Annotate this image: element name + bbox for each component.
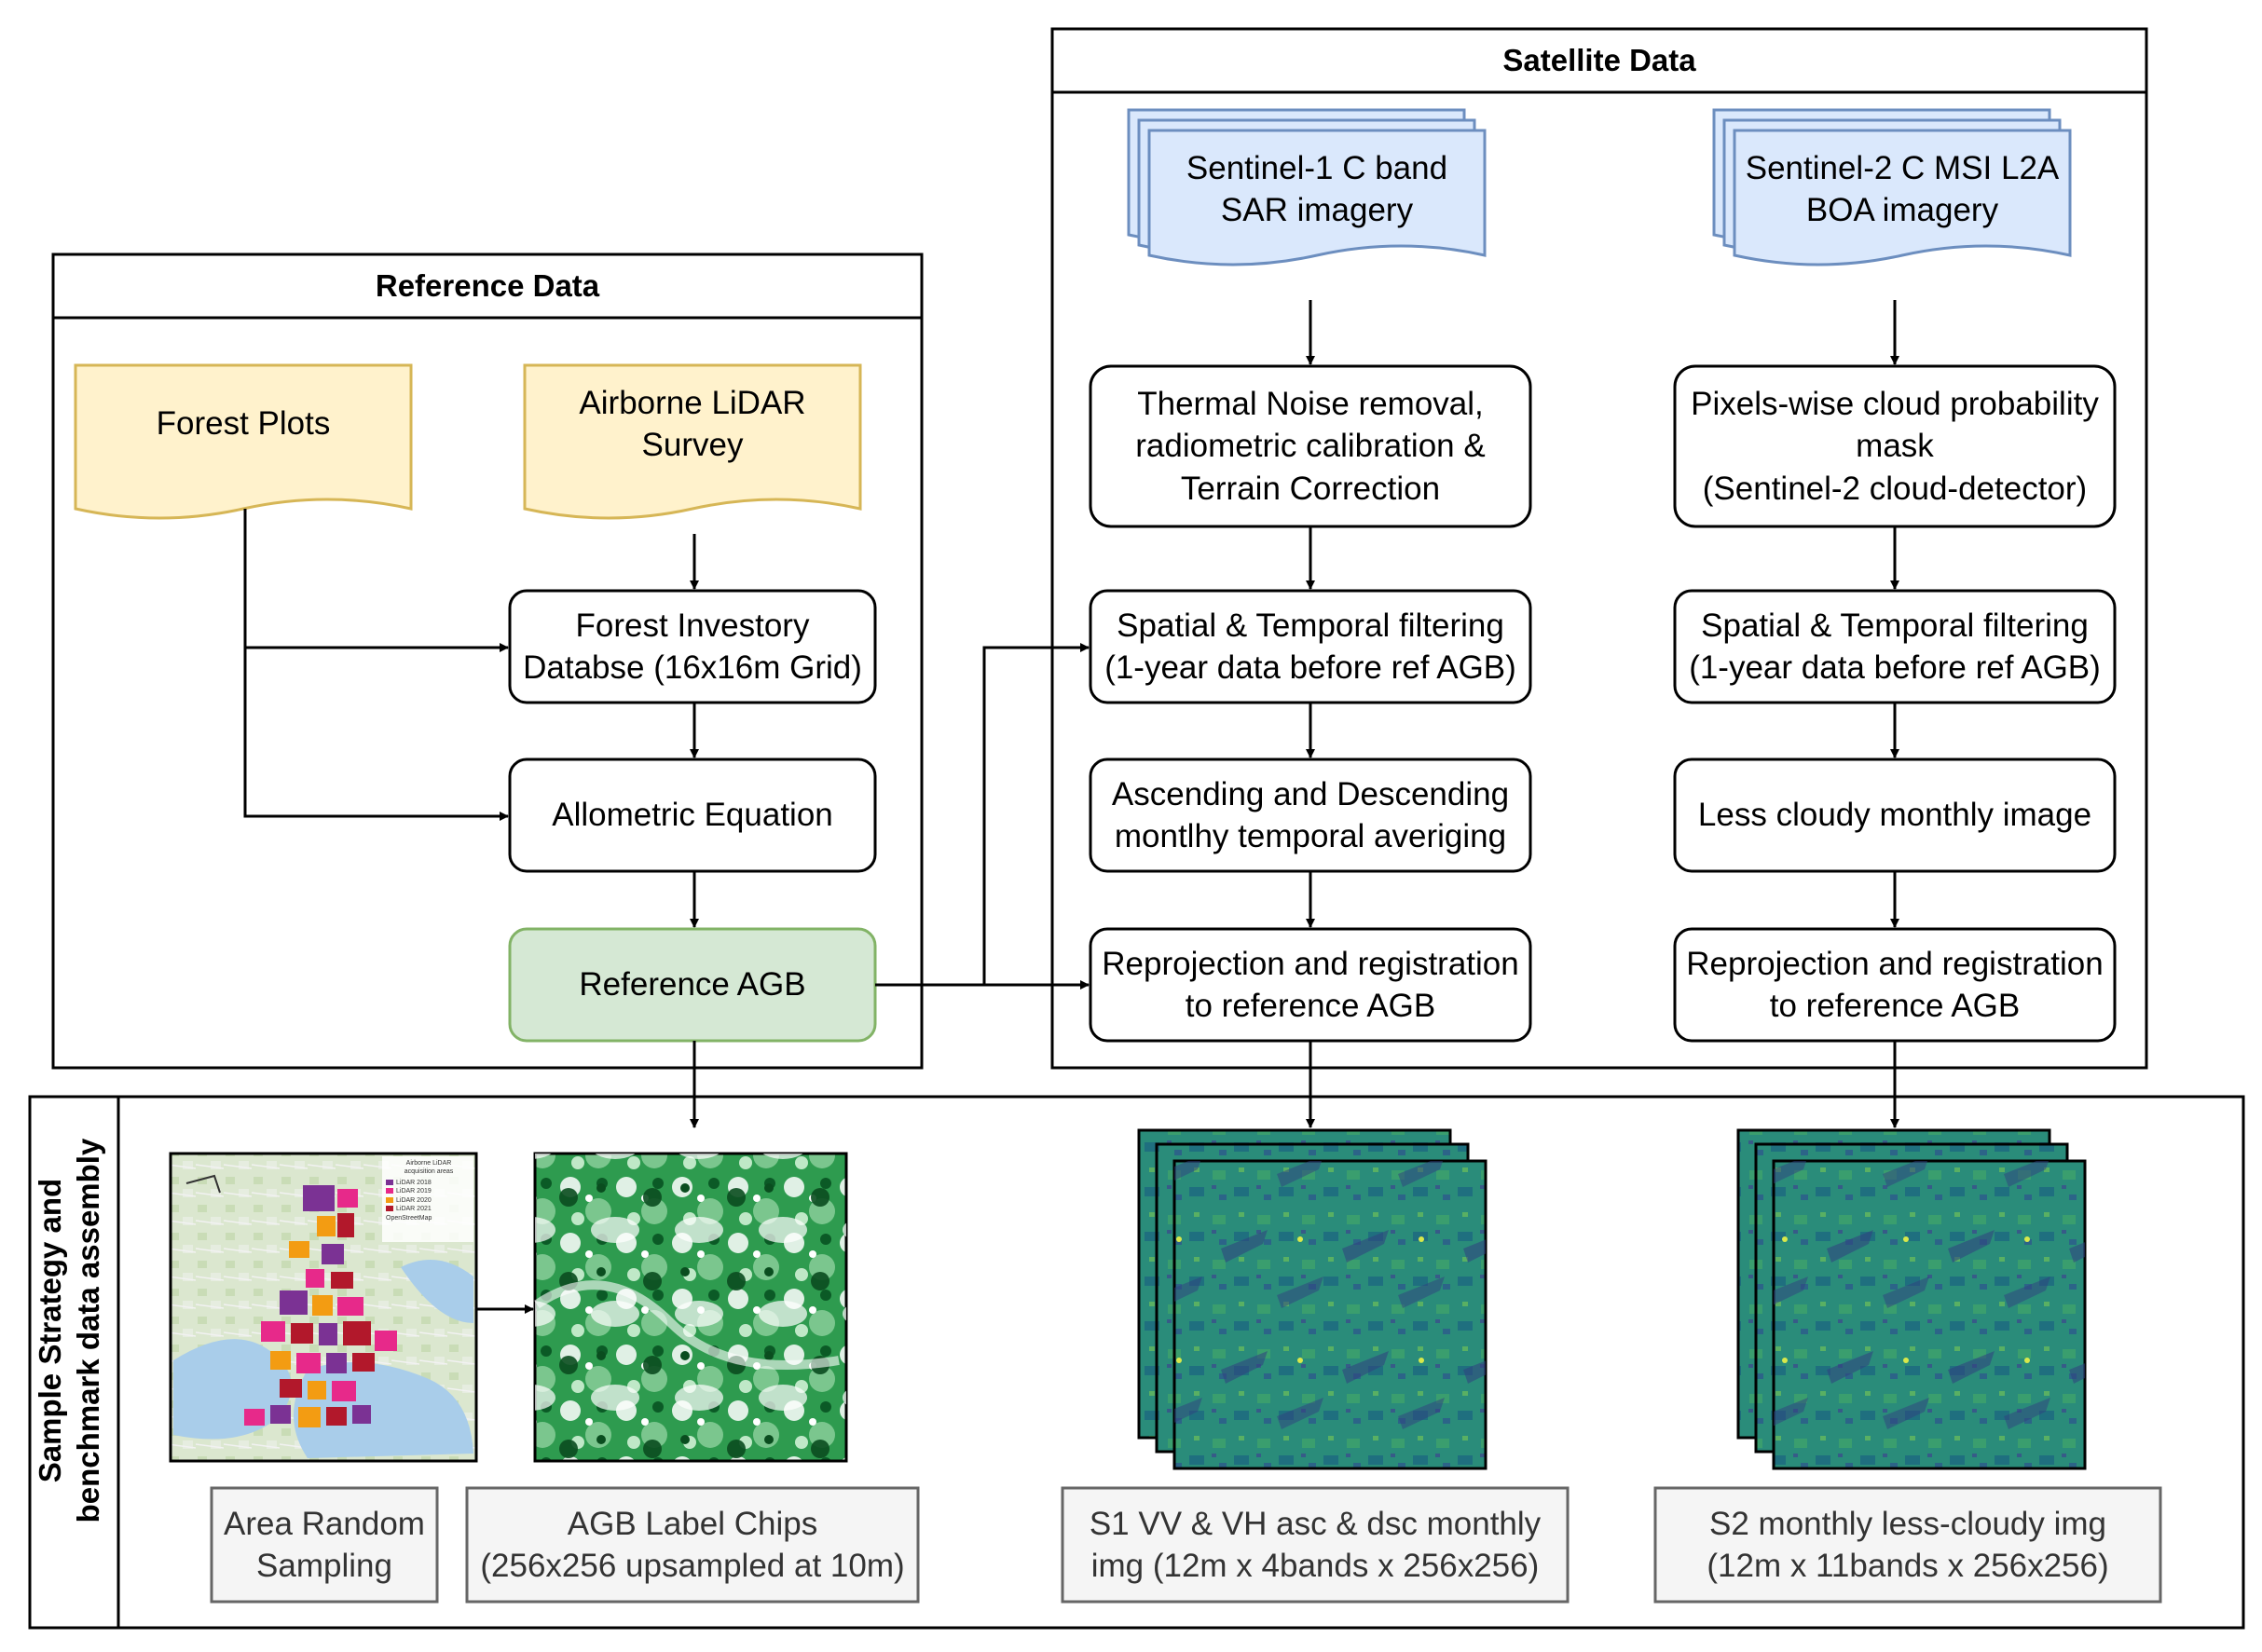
- s1-avg-label: Ascending and Descending montlhy tempora…: [1111, 775, 1510, 855]
- inventory-label: Forest Investory Databse (16x16m Grid): [523, 607, 862, 687]
- s2-monthly-label: Less cloudy monthly image: [1697, 797, 2092, 834]
- legend-swatch: [386, 1206, 393, 1212]
- sample-strategy-title: Sample Strategy and benchmark data assem…: [32, 1138, 105, 1523]
- agb-label-chip-image: [533, 1152, 848, 1463]
- s1-image-caption: S1 VV & VH asc & dsc monthly img (12m x …: [1089, 1505, 1542, 1585]
- inventory-box: [508, 589, 877, 704]
- map-legend: Airborne LiDAR acquisition areas LiDAR 2…: [386, 1159, 472, 1222]
- forest-plots-label: Forest Plots: [156, 405, 331, 443]
- s2-image-stack: [1736, 1128, 2087, 1470]
- s1-filter-label: Spatial & Temporal filtering (1-year dat…: [1104, 607, 1516, 687]
- area-sampling-caption: Area Random Sampling: [224, 1505, 425, 1585]
- s2-filter-label: Spatial & Temporal filtering (1-year dat…: [1689, 607, 2101, 687]
- lidar-survey-label: Airborne LiDAR Survey: [579, 384, 806, 464]
- area-sampling-caption-box: [210, 1486, 439, 1604]
- s1-noise-label: Thermal Noise removal, radiometric calib…: [1135, 385, 1486, 507]
- lidar-area-map-image: [169, 1152, 478, 1463]
- sentinel1-document-stack: [1127, 108, 1487, 266]
- connectors: [243, 300, 1899, 1314]
- s2-image-caption-box: [1653, 1486, 2162, 1604]
- allometric-box: [508, 758, 877, 873]
- legend-swatch: [386, 1180, 393, 1186]
- map-legend-title: Airborne LiDAR acquisition areas: [404, 1160, 454, 1176]
- map-legend-item: LiDAR 2020: [386, 1196, 472, 1205]
- agb-chips-caption: AGB Label Chips (256x256 upsampled at 10…: [480, 1505, 905, 1585]
- legend-swatch: [386, 1188, 393, 1195]
- map-legend-item: LiDAR 2021: [386, 1205, 472, 1213]
- legend-label: LiDAR 2018: [396, 1179, 432, 1186]
- satellite-data-title: Satellite Data: [1502, 42, 1696, 77]
- map-credit: OpenStreetMap: [386, 1214, 432, 1222]
- legend-label: LiDAR 2020: [396, 1196, 432, 1204]
- s1-image-stack: [1137, 1128, 1487, 1470]
- legend-label: LiDAR 2021: [396, 1206, 432, 1213]
- s1-reproj-label: Reprojection and registration to referen…: [1102, 945, 1519, 1025]
- lidar-survey-document: [523, 363, 862, 520]
- reference-data-title: Reference Data: [375, 267, 600, 303]
- s2-image-caption: S2 monthly less-cloudy img (12m x 11band…: [1707, 1505, 2109, 1585]
- sentinel1-label: Sentinel-1 C band SAR imagery: [1186, 149, 1448, 229]
- sentinel2-document-stack: [1712, 108, 2072, 266]
- s1-image-caption-box: [1061, 1486, 1570, 1604]
- legend-swatch: [386, 1196, 393, 1203]
- s2-cloud-label: Pixels-wise cloud probability mask (Sent…: [1691, 385, 2099, 507]
- forest-plots-document: [74, 363, 413, 520]
- allometric-label: Allometric Equation: [552, 797, 833, 834]
- map-legend-item: LiDAR 2019: [386, 1187, 472, 1195]
- s2-reproj-label: Reprojection and registration to referen…: [1686, 945, 2104, 1025]
- sentinel2-label: Sentinel-2 C MSI L2A BOA imagery: [1745, 149, 2060, 229]
- map-legend-item: LiDAR 2018: [386, 1179, 472, 1187]
- reference-agb-label: Reference AGB: [579, 966, 806, 1003]
- legend-label: LiDAR 2019: [396, 1188, 432, 1195]
- agb-chips-caption-box: [465, 1486, 920, 1604]
